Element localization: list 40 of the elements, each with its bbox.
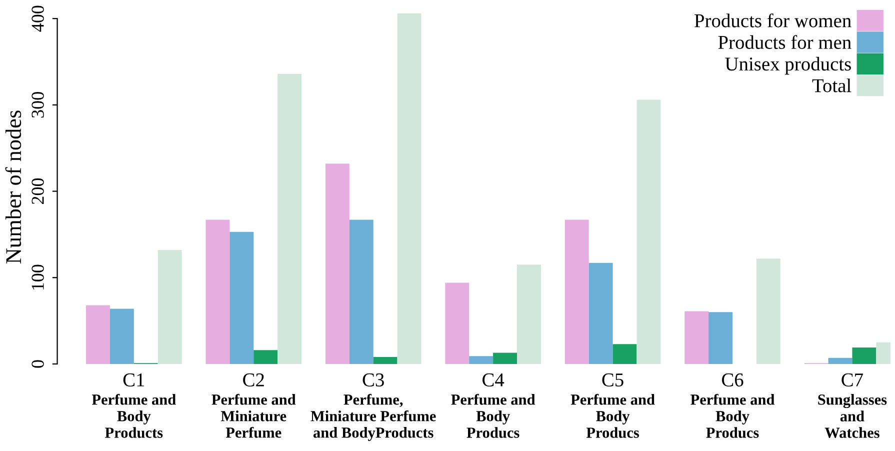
bar: [158, 250, 182, 364]
x-tick-label: C5 Perfume and Body Producs: [570, 373, 655, 438]
bar: [86, 305, 110, 364]
bar: [349, 220, 374, 364]
bar: [684, 311, 709, 364]
bar: [493, 352, 517, 364]
legend-label: Total: [812, 78, 852, 92]
legend-label: Products for men: [718, 35, 852, 49]
x-tick-label: C4 Perfume and Body Producs: [451, 373, 536, 438]
x-tick-label: C1 Perfume and Body Products: [92, 373, 176, 438]
bar: [708, 312, 732, 364]
bar: [828, 358, 852, 364]
bar: [397, 13, 422, 364]
bar: [469, 356, 494, 364]
bar: [588, 262, 613, 364]
y-tick-label: 100: [32, 264, 44, 290]
x-tick-label: C3 Perfume, Miniature Perfume and BodyProducts: [310, 373, 436, 441]
bar: [325, 164, 350, 364]
legend-label: Unisex products: [725, 56, 851, 75]
x-tick-label: C2 Perfume and Miniature Perfume: [212, 373, 296, 438]
y-tick-label: 400: [32, 6, 44, 32]
bar: [756, 258, 780, 364]
y-tick-label: 0: [32, 360, 44, 368]
bar: [612, 344, 637, 364]
x-tick-label: C6 Perfume and Body Producs: [690, 373, 775, 438]
y-tick-label: 200: [32, 178, 44, 204]
bar: [278, 74, 302, 364]
bar: [230, 232, 254, 364]
bar: [254, 350, 278, 364]
bar: [517, 264, 541, 364]
y-axis-title: Number of nodes: [5, 110, 22, 264]
legend-label: Products for women: [694, 13, 852, 28]
bar: [206, 220, 230, 364]
bar: [373, 357, 398, 364]
bar: [110, 308, 134, 364]
bar: [445, 282, 470, 364]
x-tick-label: C7 Sunglasses and Watches: [818, 373, 887, 438]
bar: [564, 220, 589, 364]
y-tick-label: 300: [32, 92, 44, 118]
bar: [636, 100, 661, 364]
